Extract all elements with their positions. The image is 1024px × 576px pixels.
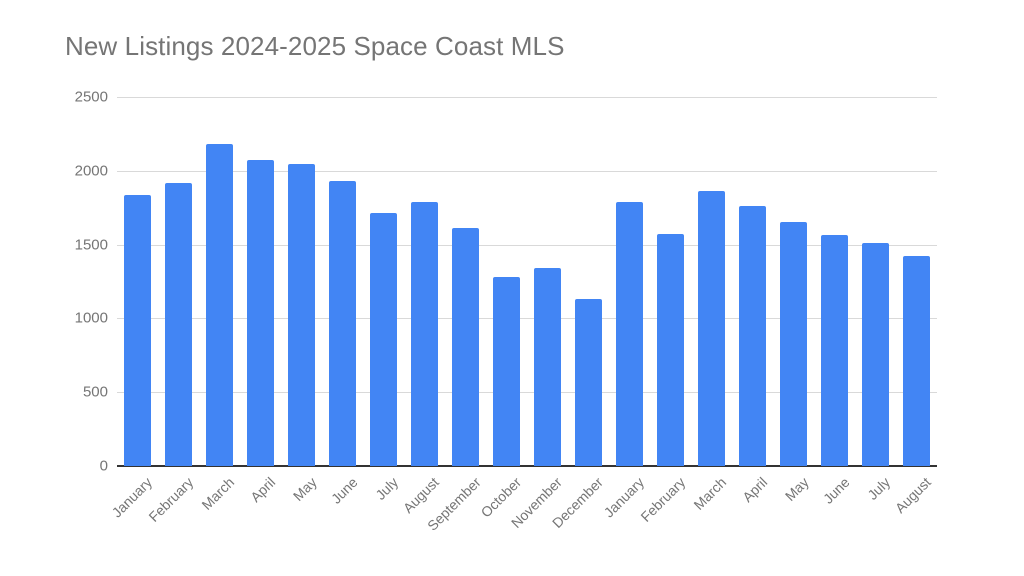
- bar[interactable]: [903, 255, 930, 466]
- bar[interactable]: [165, 183, 192, 466]
- bar[interactable]: [411, 201, 438, 466]
- bar[interactable]: [329, 181, 356, 466]
- bar[interactable]: [780, 221, 807, 466]
- bar[interactable]: [206, 144, 233, 466]
- bar[interactable]: [739, 206, 766, 466]
- x-tick-label: May: [781, 474, 812, 505]
- bar[interactable]: [657, 234, 684, 466]
- bar[interactable]: [862, 243, 889, 466]
- gridline: [117, 171, 937, 172]
- x-tick-label: June: [327, 474, 361, 507]
- x-tick-label: June: [819, 474, 853, 507]
- gridline: [117, 318, 937, 319]
- bar[interactable]: [247, 159, 274, 466]
- x-tick-label: March: [689, 474, 729, 513]
- gridline: [117, 97, 937, 98]
- x-tick-label: May: [289, 474, 320, 505]
- x-tick-label: July: [863, 474, 893, 503]
- bar[interactable]: [821, 235, 848, 466]
- bar[interactable]: [452, 227, 479, 466]
- chart-title: New Listings 2024-2025 Space Coast MLS: [65, 31, 565, 61]
- y-tick-label: 2000: [74, 162, 108, 180]
- y-tick-label: 0: [99, 457, 108, 475]
- bar[interactable]: [575, 298, 602, 466]
- x-tick-label: April: [246, 474, 278, 506]
- y-tick-label: 500: [82, 383, 108, 401]
- bar[interactable]: [124, 195, 151, 466]
- bar[interactable]: [493, 277, 520, 466]
- x-axis-line: [117, 465, 937, 467]
- bar[interactable]: [698, 190, 725, 466]
- bar[interactable]: [534, 268, 561, 466]
- x-tick-label: August: [891, 474, 934, 517]
- y-tick-label: 1000: [74, 309, 108, 327]
- x-tick-label: July: [371, 474, 401, 503]
- x-tick-label: March: [197, 474, 237, 513]
- x-tick-label: February: [636, 474, 688, 525]
- bar[interactable]: [288, 164, 315, 466]
- y-tick-label: 2500: [74, 88, 108, 106]
- y-tick-label: 1500: [74, 236, 108, 254]
- bar[interactable]: [370, 212, 397, 466]
- bar[interactable]: [616, 201, 643, 466]
- gridline: [117, 392, 937, 393]
- x-tick-label: February: [144, 474, 196, 525]
- gridline: [117, 245, 937, 246]
- x-tick-label: April: [738, 474, 770, 506]
